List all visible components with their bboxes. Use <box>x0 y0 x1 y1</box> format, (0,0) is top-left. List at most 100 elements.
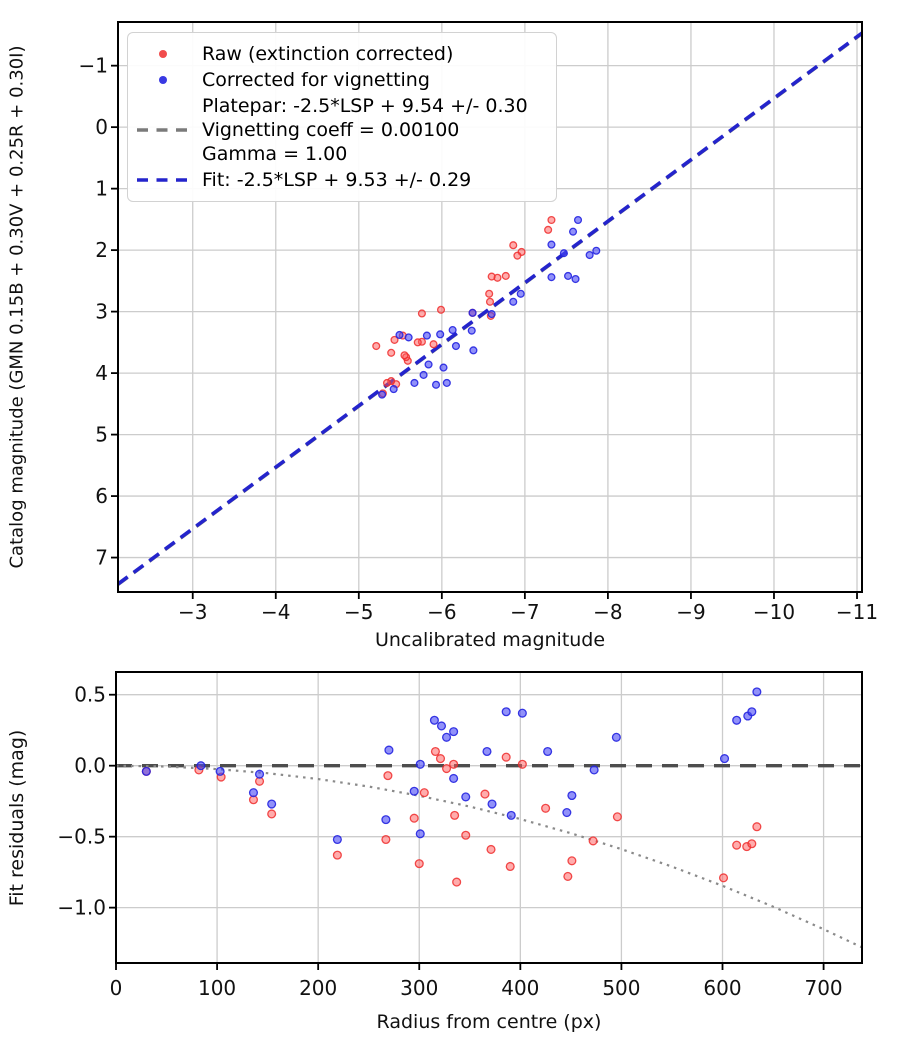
data-point <box>506 810 516 820</box>
data-point <box>747 839 757 849</box>
data-point <box>513 251 522 260</box>
data-point <box>267 799 277 809</box>
data-point <box>381 834 391 845</box>
data-point <box>517 708 527 718</box>
top-plot-frame <box>117 21 863 593</box>
corrected-scatter-marker-icon <box>132 76 194 84</box>
data-point <box>383 771 393 781</box>
data-point <box>485 289 494 298</box>
data-point <box>390 335 399 344</box>
data-point <box>718 873 729 883</box>
data-point <box>435 754 446 764</box>
data-point <box>516 289 525 298</box>
raw-scatter-marker-icon <box>132 50 194 58</box>
data-point <box>611 732 621 742</box>
data-point <box>482 746 492 757</box>
data-point <box>547 240 556 249</box>
data-point <box>424 360 433 369</box>
data-point <box>404 333 413 342</box>
data-point <box>254 769 265 779</box>
data-point <box>419 788 429 798</box>
bottom-plot-xtick-label: 600 <box>703 976 741 1000</box>
legend-row-platepar: Platepar: -2.5*LSP + 9.54 +/- 0.30 Vigne… <box>132 94 546 166</box>
bottom-plot-xtick-label: 300 <box>400 976 438 1000</box>
data-point <box>415 759 425 769</box>
data-point <box>449 759 459 769</box>
data-point <box>332 834 342 845</box>
data-point <box>571 274 580 284</box>
data-point <box>509 241 518 250</box>
legend: Raw (extinction corrected) Corrected for… <box>127 32 557 202</box>
top-plot-ytick-label: 4 <box>95 361 108 385</box>
data-point <box>410 378 419 387</box>
bottom-plot-xtick-label: 500 <box>602 976 640 1000</box>
data-point <box>747 707 757 717</box>
platepar-dashed-line-icon <box>132 126 194 134</box>
legend-row-raw: Raw (extinction corrected) <box>132 42 546 66</box>
data-point <box>543 746 553 757</box>
top-plot-xtick-label: −6 <box>427 600 456 624</box>
data-point <box>480 789 490 799</box>
top-plot-xtick-label: −7 <box>510 600 539 624</box>
bottom-plot-xtick-label: 400 <box>501 976 539 1000</box>
data-point <box>436 330 445 339</box>
data-point <box>395 330 404 340</box>
data-point <box>248 788 259 798</box>
legend-row-corrected: Corrected for vignetting <box>132 68 546 92</box>
data-point <box>413 338 422 347</box>
data-point <box>387 348 396 357</box>
data-point <box>332 850 342 860</box>
data-point <box>400 351 409 360</box>
data-point <box>372 341 381 351</box>
data-point <box>422 331 431 340</box>
data-point <box>441 763 452 774</box>
data-point <box>384 745 394 755</box>
data-point <box>430 746 440 757</box>
data-point <box>509 297 518 306</box>
data-point <box>451 341 461 351</box>
legend-label-corrected: Corrected for vignetting <box>202 69 430 91</box>
data-point <box>442 378 451 387</box>
data-point <box>588 836 598 846</box>
data-point <box>431 380 441 389</box>
top-plot-ytick-label: 7 <box>95 546 108 570</box>
top-plot-ytick-label: 0 <box>95 115 108 139</box>
data-point <box>429 340 438 349</box>
data-point <box>517 759 527 769</box>
data-point <box>562 807 572 818</box>
data-point <box>414 859 424 869</box>
data-point <box>267 809 277 819</box>
top-plot-xtick-label: −11 <box>836 600 878 624</box>
data-point <box>215 766 225 776</box>
data-point <box>417 309 426 318</box>
data-point <box>752 687 762 697</box>
bottom-plot-scatter-raw <box>141 746 762 887</box>
data-point <box>544 225 553 234</box>
data-point <box>449 773 459 784</box>
bottom-plot-ytick-label: 0.0 <box>74 754 106 778</box>
bottom-plot-ytick-label: −1.0 <box>57 896 106 920</box>
data-point <box>381 815 391 825</box>
data-point <box>196 761 206 771</box>
fit-dashed-line-icon <box>132 176 194 184</box>
data-point <box>485 297 495 306</box>
bottom-plot-ytick-label: −0.5 <box>57 825 106 849</box>
bottom-plot-line-vignetting <box>115 764 863 949</box>
data-point <box>409 786 419 796</box>
data-point <box>501 752 511 762</box>
data-point <box>141 766 151 776</box>
bottom-plot-xtick-label: 100 <box>198 976 236 1000</box>
data-point <box>501 707 511 717</box>
bottom-plot-xtick-label: 0 <box>110 976 123 1000</box>
top-yaxis-label: Catalog magnitude (GMN 0.15B + 0.30V + 0… <box>6 45 28 569</box>
data-point <box>559 249 568 258</box>
data-point <box>719 754 730 764</box>
data-point <box>469 346 478 355</box>
data-point <box>450 810 460 820</box>
data-point <box>389 385 398 394</box>
data-point <box>547 273 556 282</box>
data-point <box>461 792 471 802</box>
data-point <box>547 215 556 225</box>
